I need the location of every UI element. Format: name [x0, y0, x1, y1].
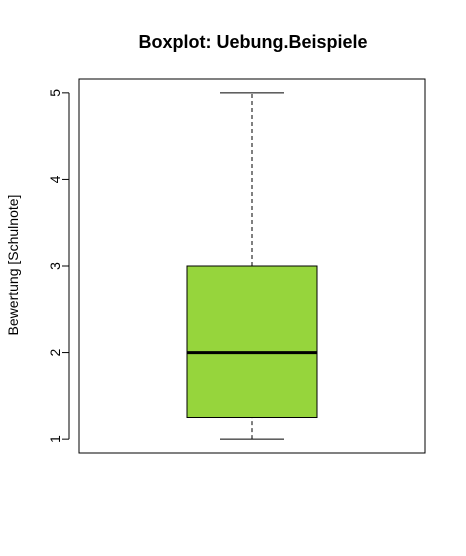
y-axis-label: Bewertung [Schulnote] — [5, 195, 21, 336]
y-tick-label: 2 — [47, 348, 63, 356]
chart-title: Boxplot: Uebung.Beispiele — [138, 32, 367, 52]
box-group — [186, 92, 318, 440]
y-tick-label: 3 — [47, 262, 63, 270]
iqr-box — [186, 265, 318, 419]
y-tick-label: 1 — [47, 435, 63, 443]
y-tick-label: 4 — [47, 175, 63, 183]
y-axis: 1 2 3 4 5 — [47, 89, 70, 443]
plot-frame — [78, 78, 426, 454]
y-tick-label: 5 — [47, 89, 63, 97]
